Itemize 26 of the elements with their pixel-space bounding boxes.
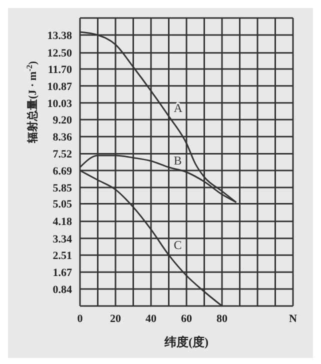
y-tick-label: 1.67 (52, 267, 72, 280)
y-tick-label: 3.34 (52, 233, 72, 246)
series-label: B (174, 153, 182, 168)
y-tick-label: 2.51 (52, 250, 72, 262)
y-tick-label: 5.05 (52, 198, 72, 211)
y-tick-label: 8.36 (52, 132, 72, 144)
y-tick-label: 13.38 (47, 30, 72, 42)
x-axis-title: 纬度(度) (164, 335, 208, 349)
y-tick-label: 7.52 (52, 148, 72, 161)
y-tick-label: 5.85 (52, 182, 72, 194)
y-tick-label: 0.84 (52, 284, 72, 296)
y-tick-label: 6.69 (52, 165, 72, 178)
y-tick-label: 10.03 (47, 98, 72, 110)
x-tick-label: 0 (77, 312, 84, 325)
y-tick-label: 11.70 (48, 64, 72, 76)
x-tick-label: 60 (181, 312, 192, 325)
y-tick-label: 10.87 (47, 80, 72, 93)
y-tick-label: 12.50 (47, 48, 72, 60)
x-tick-label: N (289, 312, 298, 325)
x-tick-label: 20 (110, 312, 122, 325)
x-tick-label: 40 (146, 312, 157, 325)
series-label: C (174, 238, 182, 252)
y-tick-label: 9.20 (52, 114, 72, 127)
y-tick-label: 4.18 (52, 216, 72, 228)
x-tick-label: 80 (216, 312, 228, 325)
series-label: A (174, 101, 183, 116)
